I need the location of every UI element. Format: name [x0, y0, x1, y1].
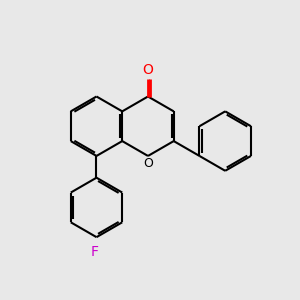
Text: O: O: [142, 63, 153, 77]
Text: O: O: [143, 158, 153, 170]
Text: F: F: [91, 244, 99, 259]
